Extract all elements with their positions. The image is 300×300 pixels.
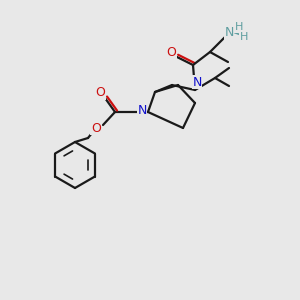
Text: N: N <box>192 76 202 88</box>
Text: N: N <box>224 26 234 40</box>
Text: O: O <box>95 86 105 100</box>
Text: H: H <box>240 32 248 42</box>
Text: O: O <box>91 122 101 134</box>
Text: H: H <box>235 22 243 32</box>
Text: N: N <box>137 103 147 116</box>
Text: O: O <box>166 46 176 59</box>
